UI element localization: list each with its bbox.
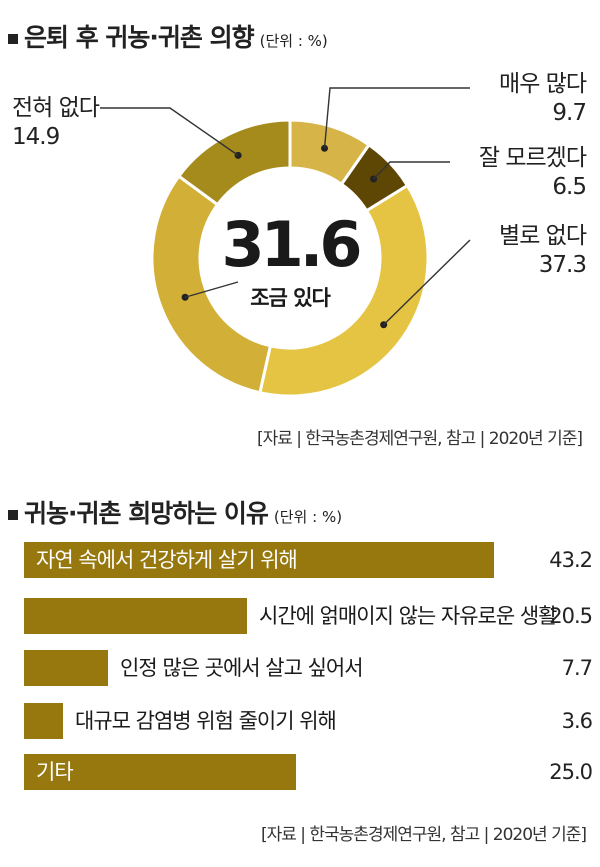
center-label: 조금 있다 (250, 286, 331, 310)
bar-value-2: 7.7 (561, 656, 593, 680)
donut-slice-2 (258, 183, 430, 398)
title-square-icon (8, 34, 18, 44)
bar-value-4: 25.0 (549, 760, 593, 784)
bar-title-text: 귀농·귀촌 희망하는 이유 (24, 499, 269, 528)
value-very-little: 14.9 (12, 124, 60, 150)
bar-label-3: 대규모 감염병 위험 줄이기 위해 (75, 709, 337, 733)
leader-line-very-little (100, 107, 239, 156)
leader-line-not-much (383, 239, 471, 326)
donut-unit: (단위 : %) (259, 32, 328, 50)
bar-value-1: 20.5 (549, 604, 593, 628)
label-very-little: 전혀 없다 (12, 95, 100, 121)
donut-title-text: 은퇴 후 귀농·귀촌 의향 (24, 23, 255, 52)
leader-line-dont-know (373, 161, 450, 180)
label-very-much: 매우 많다 (499, 71, 587, 97)
leader-line-somewhat (184, 281, 239, 298)
bar-unit: (단위 : %) (273, 508, 343, 526)
bar-1 (24, 598, 247, 634)
donut-slice-3 (150, 174, 273, 395)
bar-value-0: 43.2 (549, 548, 593, 572)
donut-slice-4 (176, 118, 292, 207)
donut-chart-title: 은퇴 후 귀농·귀촌 의향 (단위 : %) (8, 18, 328, 54)
label-dont-know: 잘 모르겠다 (478, 145, 587, 171)
bar-chart-title: 귀농·귀촌 희망하는 이유 (단위 : %) (8, 494, 342, 530)
bar-0 (24, 542, 494, 578)
center-value: 31.6 (221, 208, 363, 281)
value-dont-know: 6.5 (552, 174, 587, 200)
bar-4 (24, 754, 296, 790)
source-note-2: [자료 | 한국농촌경제연구원, 참고 | 2020년 기준] (260, 825, 587, 845)
label-not-much: 별로 없다 (499, 223, 587, 249)
bar-label-4: 기타 (36, 760, 74, 784)
value-very-much: 9.7 (552, 100, 587, 126)
bar-value-3: 3.6 (561, 709, 593, 733)
bar-2 (24, 650, 108, 686)
bar-label-2: 인정 많은 곳에서 살고 싶어서 (120, 656, 364, 680)
bar-label-0: 자연 속에서 건강하게 살기 위해 (36, 548, 298, 572)
source-note-1: [자료 | 한국농촌경제연구원, 참고 | 2020년 기준] (256, 429, 583, 449)
title-square-icon (8, 510, 18, 520)
bar-3 (24, 703, 63, 739)
value-not-much: 37.3 (538, 252, 587, 278)
bar-label-1: 시간에 얽매이지 않는 자유로운 생활 (259, 604, 557, 628)
leader-line-very-much (323, 87, 470, 149)
